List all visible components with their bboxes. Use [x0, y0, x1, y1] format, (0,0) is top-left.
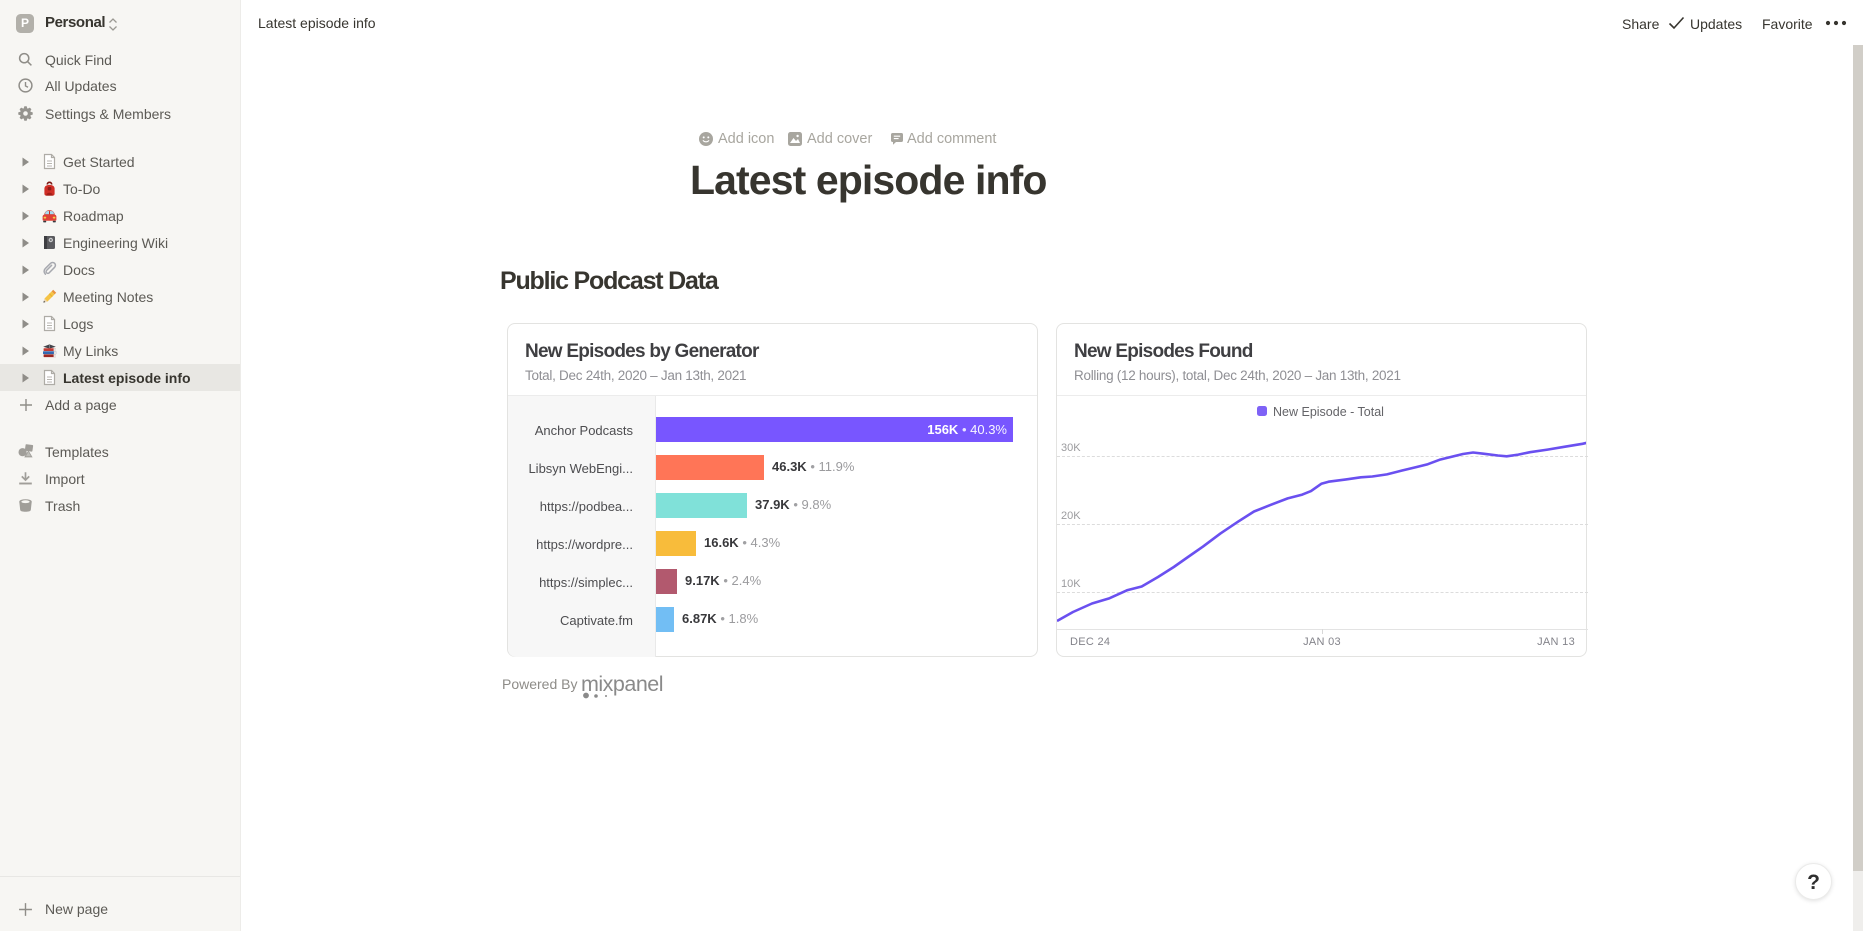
svg-text:mixpanel: mixpanel	[581, 672, 663, 696]
